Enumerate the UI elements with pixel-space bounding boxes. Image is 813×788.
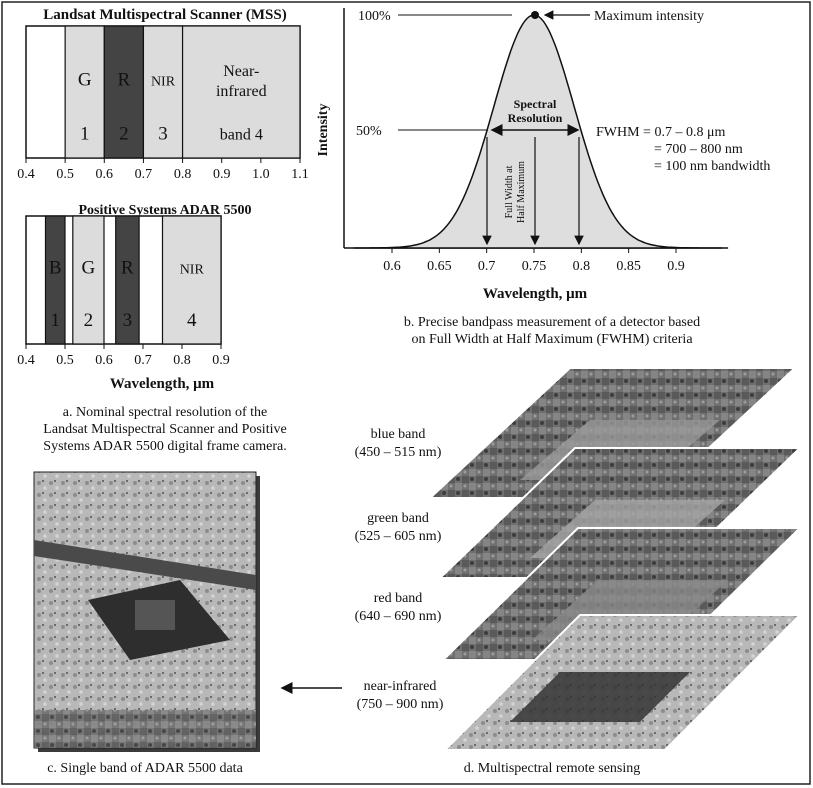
- mss-band-label-3: NIR: [151, 74, 176, 89]
- panel-d-caption: d. Multispectral remote sensing: [464, 761, 641, 776]
- panel-b-tick-label-4: 0.8: [573, 259, 591, 274]
- mss-tick-label-7: 1.1: [291, 167, 309, 182]
- mss-band-number-4: band 4: [220, 127, 263, 144]
- panel-a-caption-line-3: Systems ADAR 5500 digital frame camera.: [43, 439, 286, 454]
- mss-title: Landsat Multispectral Scanner (MSS): [43, 7, 286, 23]
- adar-tick-label-4: 0.8: [173, 353, 191, 368]
- adar-tick-label-5: 0.9: [212, 353, 230, 368]
- label-100-percent: 100%: [358, 9, 391, 24]
- mss-band-number-1: 1: [80, 124, 90, 145]
- adar-band-number-1: 1: [51, 310, 61, 331]
- adar-band-label-1: B: [49, 258, 62, 279]
- panel-b-xlabel: Wavelength, μm: [483, 286, 588, 302]
- panel-b-caption-line-2: on Full Width at Half Maximum (FWHM) cri…: [411, 332, 693, 347]
- peak-marker: [531, 11, 539, 19]
- mss-band-label-1: G: [78, 69, 92, 90]
- panel-b-caption-line-1: b. Precise bandpass measurement of a det…: [404, 315, 700, 330]
- mss-band-label-2: R: [118, 69, 131, 90]
- adar-tick-label-2: 0.6: [95, 353, 113, 368]
- adar-band-number-4: 4: [187, 310, 197, 331]
- panel-b: 100% 50% Intensity Maximum intensity Spe…: [316, 8, 770, 347]
- mss-tick-label-4: 0.8: [174, 167, 192, 182]
- panel-b-tick-label-2: 0.7: [478, 259, 496, 274]
- mss-tick-label-3: 0.7: [135, 167, 153, 182]
- panel-c-caption: c. Single band of ADAR 5500 data: [47, 761, 243, 776]
- adar-tick-label-3: 0.7: [134, 353, 152, 368]
- panel-d: blue band (450 – 515 nm) green band (525…: [355, 367, 803, 776]
- fwhm-equation-line-1: FWHM = 0.7 – 0.8 μm: [596, 125, 725, 140]
- mss-band-chart: G 1 R 2 NIR 3 Near-infrared band 4 0.4 0.5 0.6 0.7…: [17, 25, 309, 182]
- mss-tick-label-0: 0.4: [17, 167, 35, 182]
- max-intensity-label: Maximum intensity: [594, 9, 704, 24]
- panel-b-tick-label-3: 0.75: [522, 259, 547, 274]
- road-shape: [34, 540, 256, 590]
- fwhm-equation-line-3: = 100 nm bandwidth: [654, 159, 770, 174]
- green-band-range: (525 – 605 nm): [355, 529, 442, 544]
- blue-band-label: blue band: [371, 427, 426, 442]
- tree-line: [34, 710, 256, 748]
- fwhm-rotated-label-2: Half Maximum: [516, 161, 527, 223]
- spectral-resolution-label-2: Resolution: [508, 111, 563, 125]
- panel-a: Landsat Multispectral Scanner (MSS) G 1 R 2…: [17, 7, 309, 454]
- adar-band-1: [44, 215, 66, 345]
- panel-b-tick-label-6: 0.9: [667, 259, 685, 274]
- nir-band-label: near-infrared: [364, 679, 437, 694]
- adar-band-label-2: G: [82, 258, 96, 279]
- mss-tick-label-1: 0.5: [56, 167, 74, 182]
- mss-band-number-2: 2: [119, 124, 129, 145]
- adar-band-3: [115, 215, 140, 345]
- adar-tick-label-0: 0.4: [17, 353, 35, 368]
- mss-band-label-4: Near-: [223, 63, 259, 80]
- mss-tick-label-6: 1.0: [252, 167, 270, 182]
- adar-band-label-3: R: [121, 258, 134, 279]
- adar-band-number-2: 2: [84, 310, 94, 331]
- panel-b-ylabel: Intensity: [316, 104, 331, 157]
- adar-band-chart: B 1 G 2 R 3 NIR 4 0.4 0.5 0.6 0.7 0.8 0.9: [17, 215, 230, 368]
- adar-title: Positive Systems ADAR 5500: [78, 203, 251, 218]
- mss-band-number-3: 3: [158, 124, 168, 145]
- green-band-label: green band: [367, 511, 429, 526]
- mss-band-4: [181, 25, 301, 159]
- panel-b-tick-label-1: 0.65: [427, 259, 452, 274]
- adar-band-4: [161, 215, 222, 345]
- panel-a-caption-line-2: Landsat Multispectral Scanner and Positi…: [43, 422, 286, 437]
- fwhm-equation-line-2: = 700 – 800 nm: [654, 142, 743, 157]
- panel-a-xlabel: Wavelength, μm: [110, 376, 215, 392]
- red-band-label: red band: [374, 591, 423, 606]
- adar-band-2: [72, 215, 105, 345]
- mss-band-3: [142, 25, 184, 159]
- mss-band-label-4-line-2: infrared: [216, 83, 267, 100]
- nir-band-range: (750 – 900 nm): [357, 697, 444, 712]
- mss-tick-label-2: 0.6: [96, 167, 114, 182]
- panel-a-caption-line-1: a. Nominal spectral resolution of the: [63, 405, 268, 420]
- red-band-range: (640 – 690 nm): [355, 609, 442, 624]
- label-50-percent: 50%: [356, 124, 382, 139]
- roof-detail: [135, 600, 175, 630]
- panel-b-tick-label-0: 0.6: [383, 259, 401, 274]
- mss-tick-label-5: 0.9: [213, 167, 231, 182]
- panel-c: c. Single band of ADAR 5500 data: [33, 471, 260, 776]
- adar-band-label-4: NIR: [180, 263, 205, 278]
- fwhm-rotated-label-1: Full Width at: [504, 165, 515, 218]
- blue-band-range: (450 – 515 nm): [355, 445, 442, 460]
- nir-band-building: [510, 672, 690, 722]
- adar-tick-label-1: 0.5: [56, 353, 74, 368]
- spectral-resolution-label-1: Spectral: [514, 97, 557, 111]
- panel-b-tick-label-5: 0.85: [616, 259, 641, 274]
- adar-band-number-3: 3: [123, 310, 133, 331]
